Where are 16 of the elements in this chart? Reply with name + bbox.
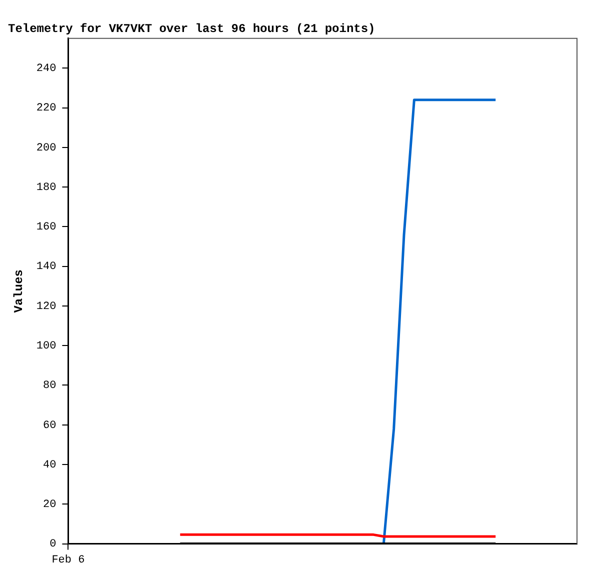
y-tick-label: 200	[36, 142, 56, 154]
y-axis-title: Values	[12, 269, 26, 313]
y-tick-label: 80	[43, 380, 56, 392]
y-tick-label: 120	[36, 300, 56, 313]
y-tick-label: 160	[36, 222, 56, 234]
chart-title: Telemetry for VK7VKT over last 96 hours (21 points)	[8, 22, 376, 36]
y-tick-label: 180	[36, 182, 56, 194]
y-tick-label: 40	[43, 459, 56, 472]
y-tick-label: 100	[36, 340, 56, 353]
y-tick-label: 20	[43, 499, 56, 512]
y-tick-label: 60	[43, 420, 56, 432]
y-tick-label: 0	[50, 538, 56, 551]
y-tick-label: 240	[36, 63, 56, 76]
x-tick-label: Feb 6	[52, 554, 85, 566]
y-tick-label: 140	[36, 261, 56, 274]
y-tick-label: 220	[36, 102, 56, 115]
